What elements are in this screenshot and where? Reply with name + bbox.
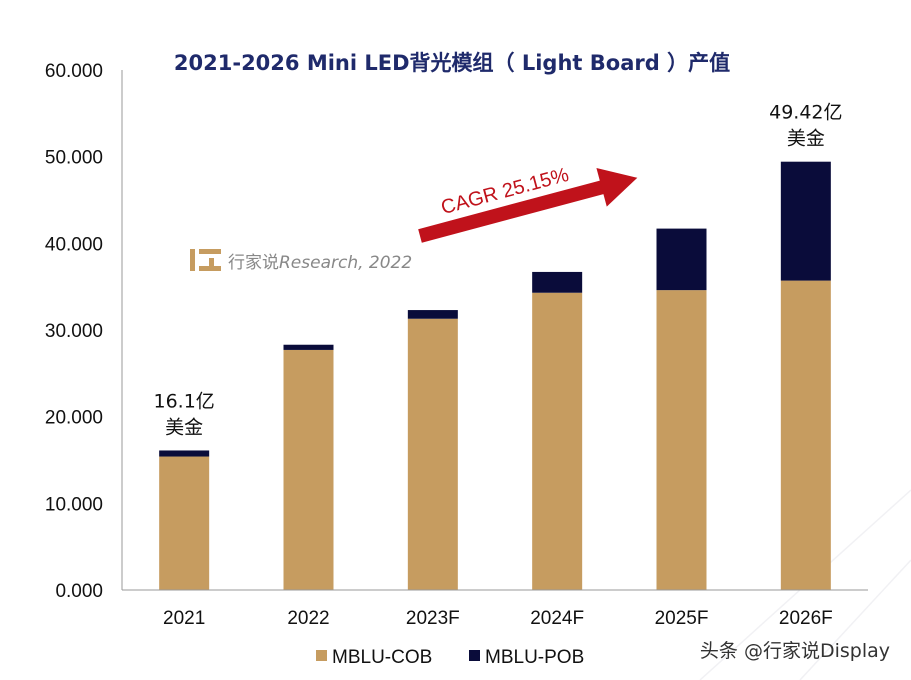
legend: MBLU-COB MBLU-POB <box>316 647 584 668</box>
bar-mblu-pob-2021 <box>159 450 210 457</box>
bars <box>159 161 831 590</box>
bar-mblu-pob-2026f <box>780 161 831 281</box>
x-tick-label: 2024F <box>530 608 584 629</box>
legend-swatch-mblu-pob <box>469 650 480 661</box>
y-tick-label: 50.000 <box>45 148 103 169</box>
watermark-en: Research, 2022 <box>279 253 412 273</box>
y-tick-label: 40.000 <box>45 234 103 255</box>
legend-label-mblu-pob: MBLU-POB <box>485 647 584 668</box>
bar-mblu-pob-2023f <box>407 310 458 319</box>
annotation-unit: 美金 <box>787 128 825 150</box>
footer-credit: 头条 @行家说Display <box>700 640 890 662</box>
watermark: 行家说Research, 2022 <box>190 249 412 273</box>
bar-mblu-cob-2023f <box>407 318 458 590</box>
watermark-logo-icon <box>190 249 221 271</box>
legend-swatch-mblu-cob <box>316 650 327 661</box>
x-tick-label: 2022 <box>287 608 329 629</box>
annotation-unit: 美金 <box>165 416 203 438</box>
y-tick-label: 60.000 <box>45 61 103 82</box>
x-axis: 2021 2022 2023F 2024F 2025F 2026F <box>122 589 868 629</box>
annotation-value: 49.42亿 <box>769 102 842 124</box>
cagr-arrow-shaft <box>418 180 606 243</box>
annotation-value: 16.1亿 <box>154 390 215 412</box>
y-axis: 0.000 10.000 20.000 30.000 40.000 50.000 60.00… <box>45 61 123 602</box>
y-tick-label: 0.000 <box>55 581 103 602</box>
svg-text:行家说Research, 2022: 行家说Research, 2022 <box>228 253 412 273</box>
bar-mblu-cob-2026f <box>780 280 831 590</box>
y-tick-label: 30.000 <box>45 321 103 342</box>
bar-mblu-pob-2024f <box>532 271 583 293</box>
bar-mblu-pob-2022 <box>283 344 334 350</box>
bar-mblu-pob-2025f <box>656 228 707 291</box>
x-tick-label: 2025F <box>655 608 709 629</box>
x-tick-label: 2021 <box>163 608 205 629</box>
y-tick-label: 10.000 <box>45 494 103 515</box>
bar-mblu-cob-2022 <box>283 349 334 590</box>
bar-mblu-cob-2025f <box>656 290 707 590</box>
legend-label-mblu-cob: MBLU-COB <box>332 647 432 668</box>
cagr-arrow: CAGR 25.15% <box>418 164 638 243</box>
chart-title: 2021-2026 Mini LED背光模组（ Light Board ）产值 <box>174 51 730 75</box>
x-tick-label: 2026F <box>779 608 833 629</box>
bar-mblu-cob-2024f <box>532 292 583 590</box>
watermark-cn: 行家说 <box>228 253 279 273</box>
y-tick-label: 20.000 <box>45 408 103 429</box>
bar-mblu-cob-2021 <box>159 456 210 590</box>
x-tick-label: 2023F <box>406 608 460 629</box>
cagr-arrow-head <box>596 168 638 207</box>
